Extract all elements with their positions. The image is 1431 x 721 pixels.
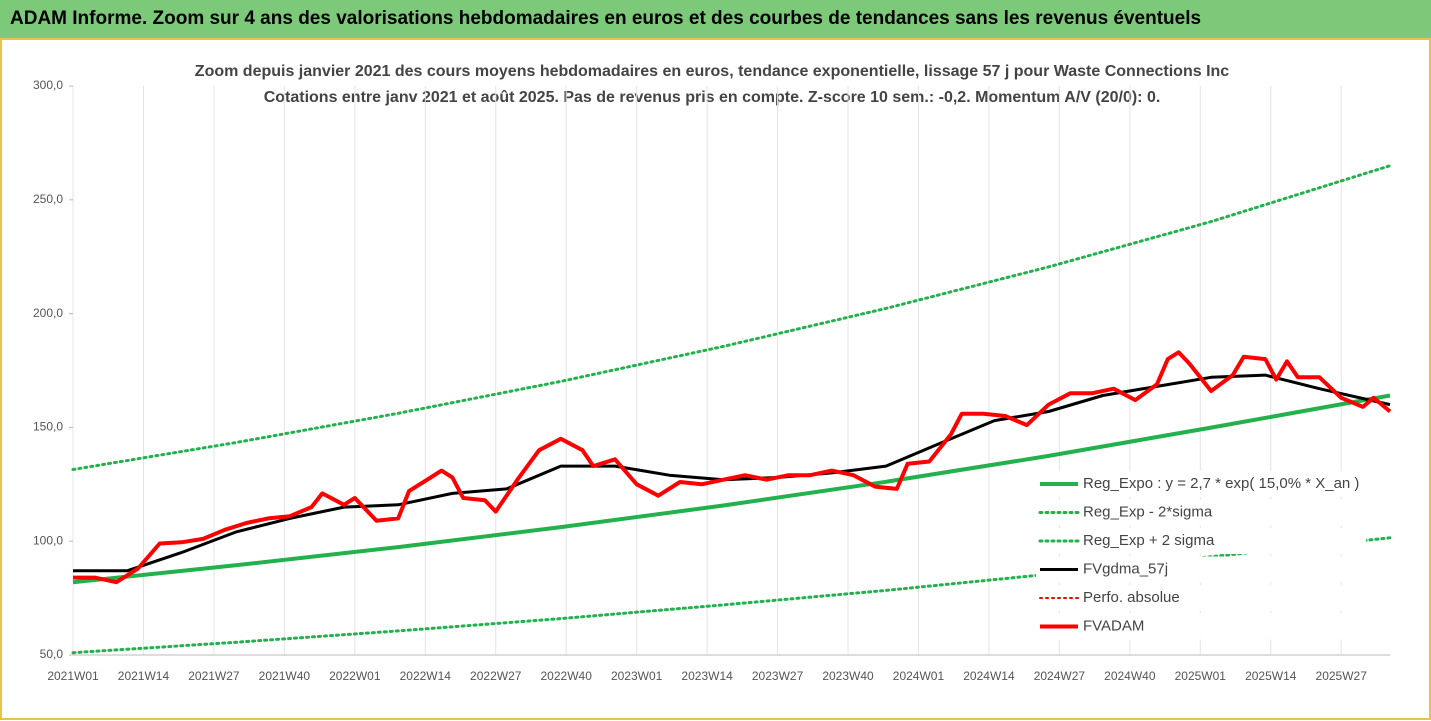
x-tick-label: 2023W01 bbox=[611, 669, 663, 683]
legend-label: FVgdma_57j bbox=[1083, 560, 1168, 577]
header-title: ADAM Informe. Zoom sur 4 ans des valoris… bbox=[0, 0, 1431, 38]
chart-border bbox=[0, 38, 1431, 720]
x-tick-label: 2024W01 bbox=[893, 669, 945, 683]
x-tick-label: 2024W14 bbox=[963, 669, 1015, 683]
x-tick-label: 2025W27 bbox=[1316, 669, 1368, 683]
y-tick-label: 150,0 bbox=[33, 420, 63, 434]
legend-bg bbox=[1036, 471, 1366, 497]
y-tick-label: 300,0 bbox=[33, 78, 63, 92]
series-line bbox=[71, 164, 1392, 471]
x-tick-label: 2024W27 bbox=[1034, 669, 1086, 683]
legend-bg bbox=[1036, 613, 1366, 640]
y-tick-label: 100,0 bbox=[33, 533, 63, 547]
legend-bg bbox=[1036, 585, 1366, 611]
x-tick-label: 2021W27 bbox=[188, 669, 240, 683]
legend-label: Perfo. absolue bbox=[1083, 589, 1180, 606]
y-tick-label: 200,0 bbox=[33, 306, 63, 320]
x-tick-label: 2021W01 bbox=[47, 669, 99, 683]
series-line bbox=[73, 350, 1392, 585]
x-tick-label: 2025W14 bbox=[1245, 669, 1297, 683]
x-tick-label: 2022W27 bbox=[470, 669, 522, 683]
chart: Zoom depuis janvier 2021 des cours moyen… bbox=[0, 38, 1431, 720]
x-tick-label: 2022W14 bbox=[400, 669, 452, 683]
x-tick-label: 2023W14 bbox=[681, 669, 733, 683]
legend-bg bbox=[1036, 528, 1366, 554]
x-tick-label: 2022W40 bbox=[541, 669, 593, 683]
x-tick-label: 2023W40 bbox=[822, 669, 874, 683]
x-tick-label: 2021W14 bbox=[118, 669, 170, 683]
legend-bg bbox=[1036, 499, 1366, 526]
series-line bbox=[72, 393, 1391, 585]
x-tick-label: 2022W01 bbox=[329, 669, 381, 683]
legend-label: Reg_Exp + 2 sigma bbox=[1083, 532, 1215, 549]
legend-bg bbox=[1036, 556, 1366, 583]
x-tick-label: 2024W40 bbox=[1104, 669, 1156, 683]
x-tick-label: 2023W27 bbox=[752, 669, 804, 683]
y-tick-label: 50,0 bbox=[40, 647, 64, 661]
legend-label: Reg_Exp - 2*sigma bbox=[1083, 503, 1213, 520]
chart-subtitle: Cotations entre janv 2021 et août 2025. … bbox=[264, 89, 1161, 106]
y-tick-label: 250,0 bbox=[33, 192, 63, 206]
chart-title: Zoom depuis janvier 2021 des cours moyen… bbox=[195, 63, 1229, 80]
legend-label: Reg_Expo : y = 2,7 * exp( 15,0% * X_an ) bbox=[1083, 475, 1359, 492]
x-tick-label: 2025W01 bbox=[1175, 669, 1227, 683]
legend-label: FVADAM bbox=[1083, 617, 1144, 634]
x-tick-label: 2021W40 bbox=[259, 669, 311, 683]
